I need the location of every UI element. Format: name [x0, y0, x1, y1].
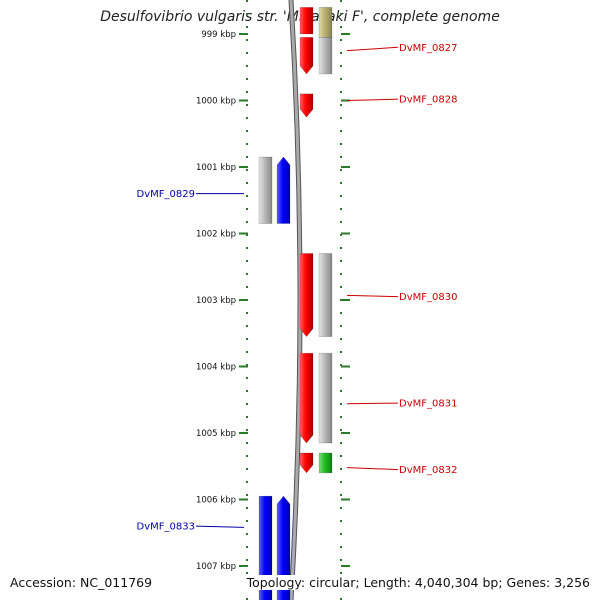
feature-gene-14[interactable]	[258, 495, 273, 600]
gene-label-DvMF_0827[interactable]: DvMF_0827	[399, 43, 457, 54]
gene-label-DvMF_0829[interactable]: DvMF_0829	[137, 189, 195, 200]
feature-gene-0[interactable]	[299, 7, 314, 35]
tick-label-1001: 1001 kbp	[196, 163, 236, 173]
leader-DvMF_0827	[346, 46, 399, 52]
genome-summary-text: Topology: circular; Length: 4,040,304 bp…	[244, 575, 592, 590]
feature-rna-12[interactable]	[318, 452, 333, 474]
feature-gene-11[interactable]	[299, 452, 314, 474]
feature-gene-4[interactable]	[299, 93, 314, 118]
tick-label-1007: 1007 kbp	[196, 562, 236, 572]
tick-label-1003: 1003 kbp	[196, 296, 236, 306]
feature-layer	[258, 7, 333, 600]
genome-backbone	[288, 0, 303, 600]
feature-misc-1[interactable]	[318, 7, 333, 38]
leader-DvMF_0828	[346, 98, 399, 101]
gene-label-DvMF_0832[interactable]: DvMF_0832	[399, 465, 457, 476]
feature-gene-9[interactable]	[299, 352, 314, 444]
feature-gene-7[interactable]	[299, 253, 314, 338]
tick-label-999: 999 kbp	[201, 30, 236, 40]
feature-other-10[interactable]	[318, 352, 333, 444]
leader-DvMF_0831	[346, 402, 399, 405]
kbp-scale: 999 kbp 1000 kbp 1001 kbp 1002 kbp 1003 kbp 1…	[196, 30, 350, 572]
accession-text: Accession: NC_011769	[8, 575, 155, 590]
tick-label-1002: 1002 kbp	[196, 230, 236, 240]
gene-label-DvMF_0828[interactable]: DvMF_0828	[399, 95, 457, 106]
gene-labels: DvMF_0827 DvMF_0828 DvMF_0829 DvMF_0830 DvMF…	[137, 43, 458, 533]
gene-label-DvMF_0833[interactable]: DvMF_0833	[137, 522, 195, 533]
backbone-line	[289, 0, 302, 600]
leader-DvMF_0832	[346, 467, 399, 471]
gene-label-DvMF_0830[interactable]: DvMF_0830	[399, 292, 457, 303]
feature-other-6[interactable]	[258, 156, 273, 224]
tick-label-1000: 1000 kbp	[196, 97, 236, 107]
feature-gene-5[interactable]	[276, 156, 291, 224]
tick-label-1005: 1005 kbp	[196, 429, 236, 439]
gene-label-DvMF_0831[interactable]: DvMF_0831	[399, 399, 457, 410]
leader-DvMF_0833	[195, 525, 245, 528]
feature-other-8[interactable]	[318, 253, 333, 337]
feature-gene-2[interactable]	[299, 37, 314, 75]
feature-gene-13[interactable]	[276, 495, 291, 600]
tick-label-1006: 1006 kbp	[196, 496, 236, 506]
leader-DvMF_0830	[346, 294, 399, 298]
feature-other-3[interactable]	[318, 37, 333, 75]
tick-label-1004: 1004 kbp	[196, 363, 236, 373]
